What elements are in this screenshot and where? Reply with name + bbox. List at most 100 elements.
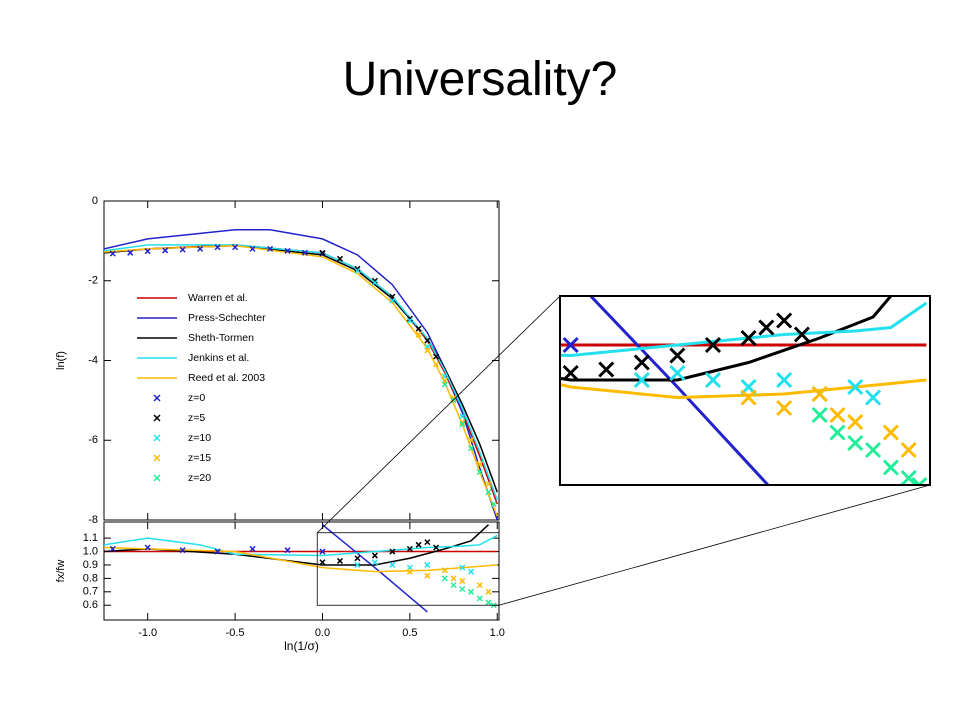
data-point (865, 441, 882, 459)
data-point (476, 469, 483, 476)
data-point (476, 595, 483, 602)
data-point (424, 572, 431, 579)
data-point (214, 244, 221, 251)
data-point (776, 312, 793, 329)
x-tick-label: 0.5 (402, 627, 417, 639)
data-point (415, 541, 422, 548)
zoom-connector (498, 484, 931, 606)
legend-label: z=20 (188, 472, 211, 484)
y-tick-label: 0.6 (83, 599, 98, 611)
x-tick-label: 0.0 (315, 627, 330, 639)
data-point (441, 575, 448, 582)
slide-title: Universality? (343, 53, 618, 106)
x-tick-label: -0.5 (226, 627, 245, 639)
data-point (882, 424, 899, 441)
y-tick-label: -2 (88, 275, 98, 287)
data-point (389, 548, 396, 555)
data-point (371, 552, 378, 559)
data-point (109, 250, 116, 257)
data-point (424, 347, 431, 354)
data-point (633, 354, 650, 371)
legend-label: Press-Schechter (188, 312, 266, 324)
data-point (424, 561, 431, 568)
data-point (704, 371, 722, 389)
data-point (406, 568, 413, 575)
data-point (459, 586, 466, 593)
data-point (415, 325, 422, 332)
data-point (459, 419, 466, 426)
data-point (267, 245, 274, 252)
data-point (562, 336, 579, 354)
legend-swatch (153, 414, 161, 422)
data-point (336, 255, 343, 262)
data-point (350, 338, 364, 352)
data-point (847, 434, 864, 452)
data-point (284, 547, 291, 554)
data-point (468, 588, 475, 595)
zoom-connector (316, 295, 561, 534)
data-point (371, 559, 378, 566)
data-point (284, 247, 291, 254)
data-point (249, 245, 256, 252)
data-point (406, 545, 413, 552)
data-point (354, 555, 361, 562)
data-point (911, 476, 928, 485)
series-line (104, 244, 498, 505)
x-tick-label: 1.0 (490, 627, 505, 639)
plot-area (104, 524, 498, 613)
data-point (319, 548, 326, 555)
data-point (758, 319, 775, 336)
series-line (560, 296, 893, 382)
data-point (389, 297, 396, 304)
series-line (104, 534, 498, 557)
legend-label: Jenkins et al. (188, 352, 249, 364)
data-point (776, 371, 793, 389)
data-point (144, 544, 151, 551)
y-axis-label: ln(f) (55, 351, 67, 370)
data-point (485, 489, 492, 496)
data-point (232, 244, 239, 251)
data-point (476, 582, 483, 589)
data-point (424, 539, 431, 546)
data-point (450, 575, 457, 582)
data-point (433, 353, 440, 360)
legend-label: Warren et al. (188, 292, 248, 304)
legend-label: Sheth-Tormen (188, 332, 254, 344)
y-tick-label: 0.7 (83, 586, 98, 598)
data-point (354, 561, 361, 568)
x-axis-label: ln(1/σ) (284, 639, 319, 653)
data-point (704, 336, 722, 354)
inset-plot (279, 296, 928, 485)
series-line (588, 296, 771, 485)
data-point (406, 315, 413, 322)
data-point (793, 326, 810, 343)
data-point (162, 247, 169, 254)
data-point (415, 331, 422, 338)
data-point (389, 561, 396, 568)
legend-swatch (153, 394, 161, 402)
data-point (633, 371, 650, 389)
data-point (493, 335, 507, 349)
y-tick-label: -4 (88, 354, 98, 366)
data-point (354, 267, 361, 274)
data-point (433, 361, 440, 368)
data-point (459, 421, 466, 428)
y-tick-label: -6 (88, 434, 98, 446)
data-point (279, 335, 293, 349)
data-point (406, 317, 413, 324)
legend-label: z=15 (188, 452, 211, 464)
data-point (319, 559, 326, 566)
series-line (104, 524, 490, 566)
data-point (354, 265, 361, 272)
data-point (179, 547, 186, 554)
data-point (459, 564, 466, 571)
data-point (562, 364, 579, 382)
data-point (740, 329, 757, 347)
data-point (441, 381, 448, 388)
data-point (249, 545, 256, 552)
data-point (829, 424, 846, 441)
data-point (776, 399, 793, 417)
legend-label: z=0 (188, 392, 205, 404)
x-tick-label: -1.0 (138, 627, 157, 639)
